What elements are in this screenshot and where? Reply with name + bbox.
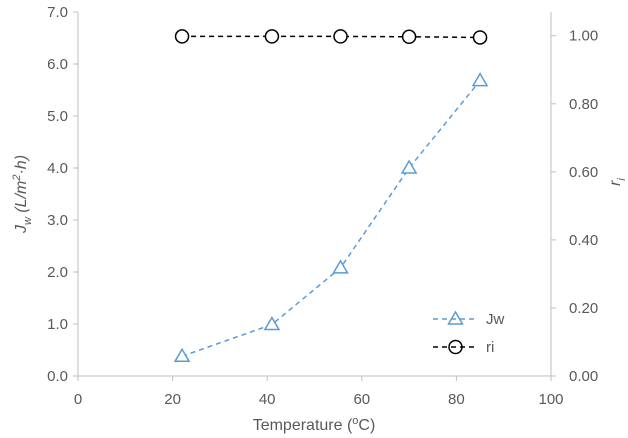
y-left-tick-label: 1.0 (47, 316, 68, 333)
y-right-tick-label: 0.20 (569, 300, 598, 317)
data-point-jw (400, 159, 418, 174)
y-left-tick-label: 2.0 (47, 264, 68, 281)
y-left-tick-label: 3.0 (47, 212, 68, 229)
y-right-tick-label: 0.00 (569, 368, 598, 385)
data-point-jw (332, 259, 349, 274)
x-tick-label: 0 (74, 391, 82, 408)
y-left-tick-label: 7.0 (47, 4, 68, 21)
legend-ri-label: ri (486, 339, 494, 356)
y-axis-left-title: Jw (L/m2·h) (11, 155, 34, 234)
y-right-tick-label: 1.00 (569, 28, 598, 45)
legend-jw-triangle-icon (447, 310, 464, 325)
legend-item-jw: Jw (433, 310, 505, 328)
legend-item-ri: ri (433, 339, 494, 356)
data-point-ri (174, 29, 190, 44)
data-point-jw (263, 316, 281, 331)
series-layer (173, 29, 489, 362)
x-tick-label: 60 (353, 391, 370, 408)
series-line-ri (182, 35, 481, 39)
data-point-ri (264, 29, 280, 44)
x-tick-label: 100 (538, 391, 563, 408)
x-tick-label: 80 (448, 391, 465, 408)
y-right-tick-label: 0.40 (569, 232, 598, 249)
y-axis-right-title: ri (607, 178, 628, 186)
legend-jw-label: Jw (486, 311, 505, 328)
y-right-tick-label: 0.60 (569, 164, 598, 181)
axes (77, 12, 552, 377)
y-left-tick-label: 4.0 (47, 160, 68, 177)
data-point-ri (333, 29, 348, 44)
data-point-ri (472, 30, 488, 45)
x-tick-label: 20 (164, 391, 181, 408)
data-point-jw (173, 347, 191, 362)
y-right-tick-label: 0.80 (569, 96, 598, 113)
y-left-tick-label: 5.0 (47, 108, 68, 125)
y-left-tick-label: 0.0 (47, 368, 68, 385)
x-tick-label: 40 (259, 391, 276, 408)
legend: Jw ri (433, 310, 505, 356)
data-point-ri (401, 29, 417, 45)
data-point-jw (471, 72, 489, 87)
y-left-tick-label: 6.0 (47, 56, 68, 73)
series-line-jw (181, 80, 481, 357)
x-axis-title: Temperature (oC) (253, 415, 376, 434)
legend-ri-circle-icon (448, 339, 463, 355)
ticks: 0 20 40 60 80 100 0.0 1.0 2.0 3.0 4.0 5.0 6.0 7.0 0.00… (47, 4, 598, 408)
